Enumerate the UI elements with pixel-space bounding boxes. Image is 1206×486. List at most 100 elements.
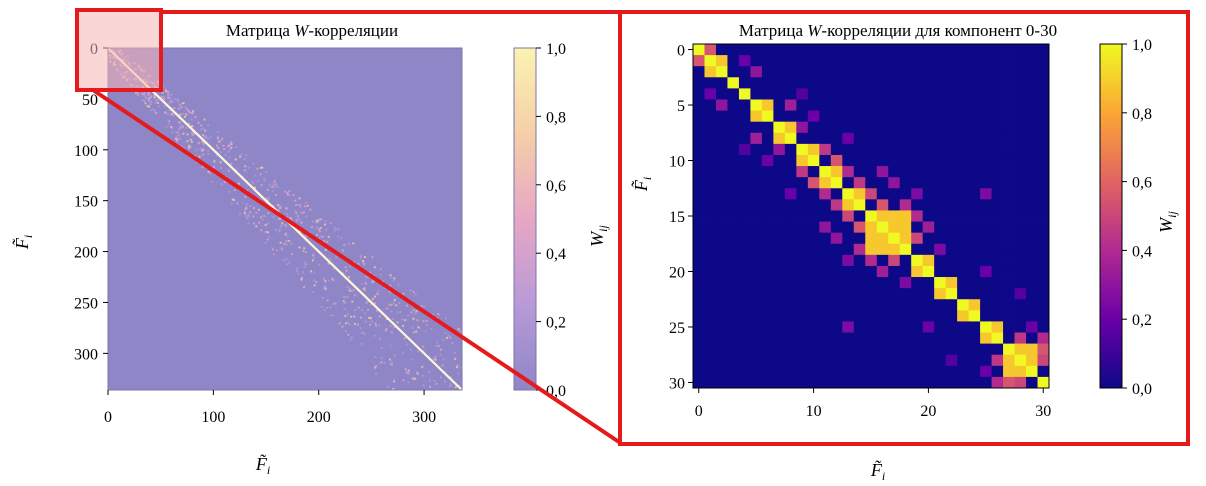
right-heatmap-cell [715, 254, 728, 267]
right-heatmap-cell [784, 332, 797, 345]
right-heatmap-cell [830, 88, 843, 100]
left-y-axis-label: F̃i [12, 235, 35, 250]
right-heatmap-cell [865, 288, 878, 300]
right-heatmap-cell [819, 310, 832, 322]
left-heatmap-cell [190, 125, 193, 128]
right-heatmap-cell [853, 177, 866, 189]
right-heatmap-cell [784, 321, 797, 333]
right-heatmap-cell [704, 265, 717, 278]
right-heatmap-cell [830, 166, 843, 178]
left-heatmap-cell [374, 295, 377, 298]
left-heatmap-cell [422, 320, 425, 323]
left-heatmap-cell [324, 223, 326, 226]
right-heatmap-cell [957, 210, 970, 222]
right-heatmap-cell [773, 310, 786, 322]
right-heatmap-cell [865, 243, 878, 256]
right-heatmap-cell [784, 210, 797, 222]
right-heatmap-cell [693, 354, 705, 367]
right-heatmap-cell [727, 99, 740, 111]
left-heatmap-cell [295, 218, 298, 221]
left-heatmap-cell [294, 210, 297, 213]
right-heatmap-cell [922, 177, 935, 189]
right-heatmap-cell [693, 177, 705, 189]
right-heatmap-cell [876, 332, 889, 345]
left-heatmap-cell [173, 107, 176, 109]
left-heatmap-cell [375, 309, 378, 312]
right-heatmap-cell [922, 188, 935, 200]
right-heatmap-cell [819, 354, 832, 367]
right-heatmap-cell [796, 154, 809, 167]
right-heatmap-cell [693, 199, 705, 211]
right-heatmap-cell [693, 310, 705, 322]
left-heatmap-cell [320, 306, 323, 308]
right-heatmap-cell [888, 343, 901, 356]
left-heatmap-cell [392, 379, 395, 382]
right-heatmap-cell [922, 232, 935, 245]
right-y-tick-label: 5 [677, 98, 685, 115]
left-heatmap-cell [168, 102, 171, 105]
left-heatmap-cell [363, 256, 366, 258]
right-heatmap-cell [888, 66, 901, 78]
left-heatmap-cell [405, 371, 408, 374]
right-heatmap-cell [1003, 132, 1015, 145]
right-heatmap-cell [934, 310, 947, 322]
right-heatmap-cell [727, 376, 740, 389]
right-heatmap-cell [853, 221, 866, 234]
left-heatmap-cell [470, 376, 472, 378]
left-heatmap-cell [363, 287, 366, 290]
right-heatmap-cell [693, 132, 705, 145]
left-heatmap-cell [235, 168, 238, 171]
left-heatmap-cell [360, 342, 363, 345]
left-heatmap-cell [280, 248, 283, 251]
left-heatmap-cell [260, 229, 263, 232]
right-heatmap-cell [865, 354, 878, 367]
right-heatmap-cell [922, 299, 935, 311]
right-heatmap-cell [945, 110, 958, 123]
left-heatmap-cell [245, 154, 248, 157]
left-heatmap-cell [449, 376, 452, 379]
right-heatmap-cell [980, 77, 992, 89]
right-heatmap-cell [853, 265, 866, 278]
right-y-tick-label: 10 [669, 154, 685, 171]
left-heatmap-cell [449, 336, 452, 339]
right-heatmap-cell [773, 143, 786, 156]
right-heatmap-cells [693, 44, 1050, 389]
right-heatmap-cell [830, 77, 843, 89]
right-heatmap-cell [727, 199, 740, 211]
right-heatmap-cell [968, 365, 981, 378]
left-heatmap-cell [213, 160, 216, 163]
left-heatmap-cell [298, 246, 301, 249]
left-heatmap-cell [216, 131, 219, 134]
left-heatmap-cell [390, 331, 393, 333]
right-heatmap-cell [796, 376, 809, 389]
right-heatmap-cell [991, 254, 1004, 267]
right-heatmap-cell [876, 188, 889, 200]
right-heatmap-cell [911, 44, 924, 56]
right-heatmap-cell [853, 99, 866, 111]
right-heatmap-cell [911, 77, 924, 89]
right-heatmap-cell [888, 166, 901, 178]
right-heatmap-cell [842, 354, 855, 367]
left-heatmap-cell [312, 279, 315, 282]
left-heatmap-cell [228, 190, 231, 193]
left-heatmap-cell [318, 218, 321, 221]
right-heatmap-cell [819, 44, 832, 56]
left-heatmap-cell [405, 304, 408, 307]
left-heatmap-cell [227, 169, 230, 172]
right-heatmap-cell [807, 188, 820, 200]
right-heatmap-cell [1003, 55, 1015, 67]
right-heatmap-cell [830, 299, 843, 311]
left-heatmap-cell [324, 288, 327, 291]
right-heatmap-cell [693, 166, 705, 178]
right-heatmap-cell [1014, 188, 1027, 200]
right-heatmap-cell [715, 88, 728, 100]
right-heatmap-cell [991, 55, 1004, 67]
right-heatmap-cell [750, 232, 763, 245]
right-heatmap-cell [957, 232, 970, 245]
right-heatmap-cell [796, 232, 809, 245]
left-colorbar-tick-label: 0,2 [546, 315, 566, 332]
left-heatmap-cell [280, 246, 283, 249]
right-heatmap-cell [796, 221, 809, 234]
right-heatmap-cell [842, 154, 855, 167]
right-heatmap-cell [693, 299, 705, 311]
